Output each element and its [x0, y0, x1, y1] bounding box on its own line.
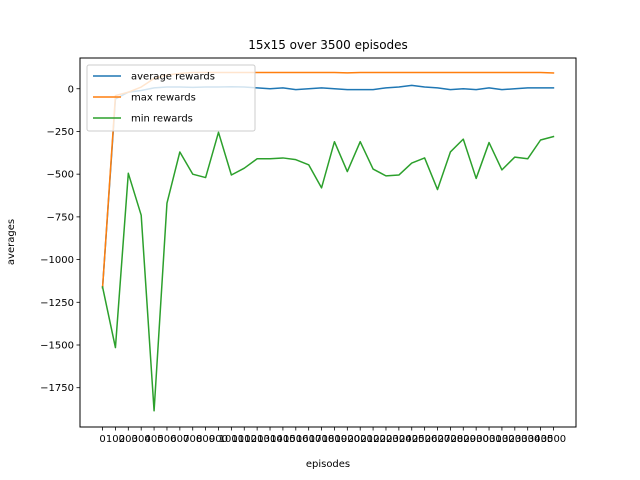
legend-label: max rewards: [131, 93, 196, 104]
y-tick-label: 0: [68, 84, 74, 95]
x-tick-label: 900: [209, 434, 228, 445]
y-axis: 0 −250 −500 −750 −1000 −1250 −1500 −1750: [40, 84, 80, 394]
x-tick-label: 2500: [412, 434, 437, 445]
x-tick-label: 3200: [502, 434, 527, 445]
x-tick-label: 600: [170, 434, 189, 445]
x-tick-label: 1100: [232, 434, 257, 445]
x-tick-label: 1900: [335, 434, 360, 445]
chart-title: 15x15 over 3500 episodes: [248, 38, 408, 52]
y-tick-label: −1750: [40, 383, 74, 394]
y-tick-label: −250: [47, 127, 74, 138]
x-tick-label: 3500: [541, 434, 566, 445]
y-tick-label: −1250: [40, 298, 74, 309]
x-tick-label: 2300: [386, 434, 411, 445]
x-tick-label: 0: [99, 434, 105, 445]
x-tick-label: 1500: [283, 434, 308, 445]
legend: average rewards max rewards min rewards: [86, 64, 256, 132]
y-tick-label: −1000: [40, 255, 74, 266]
x-tick-label: 1400: [270, 434, 295, 445]
legend-label: average rewards: [131, 72, 215, 83]
x-tick-label: 3000: [476, 434, 501, 445]
series-line-min-rewards: [101, 131, 555, 412]
x-tick-label: 2600: [425, 434, 450, 445]
x-tick-label: 100: [106, 434, 125, 445]
x-tick-label: 200: [119, 434, 138, 445]
x-tick-label: 3300: [515, 434, 540, 445]
legend-label: min rewards: [131, 114, 193, 125]
y-axis-label: averages: [6, 219, 17, 265]
x-tick-label: 500: [157, 434, 176, 445]
x-tick-label: 2700: [438, 434, 463, 445]
x-tick-label: 3100: [489, 434, 514, 445]
x-tick-label: 1300: [257, 434, 282, 445]
x-tick-label: 1700: [309, 434, 334, 445]
x-tick-label: 700: [183, 434, 202, 445]
x-tick-label: 1800: [322, 434, 347, 445]
x-axis-label: episodes: [306, 459, 350, 470]
x-tick-label: 1200: [244, 434, 269, 445]
x-axis: 0 100200300400500600700800900100011001200…: [99, 427, 566, 445]
x-tick-label: 2000: [347, 434, 372, 445]
x-tick-label: 1600: [296, 434, 321, 445]
y-tick-label: −500: [47, 170, 74, 181]
x-tick-label: 2900: [463, 434, 488, 445]
x-tick-label: 2100: [360, 434, 385, 445]
y-tick-label: −750: [47, 212, 74, 223]
x-tick-label: 2800: [451, 434, 476, 445]
x-tick-label: 3400: [528, 434, 553, 445]
x-tick-label: 2200: [373, 434, 398, 445]
x-tick-label: 800: [196, 434, 215, 445]
legend-box: [86, 64, 256, 132]
x-tick-label: 1000: [219, 434, 244, 445]
y-tick-label: −1500: [40, 341, 74, 352]
plot-frame: [79, 57, 577, 428]
x-tick-label: 2400: [399, 434, 424, 445]
x-tick-label: 300: [132, 434, 151, 445]
x-tick-label: 400: [145, 434, 164, 445]
